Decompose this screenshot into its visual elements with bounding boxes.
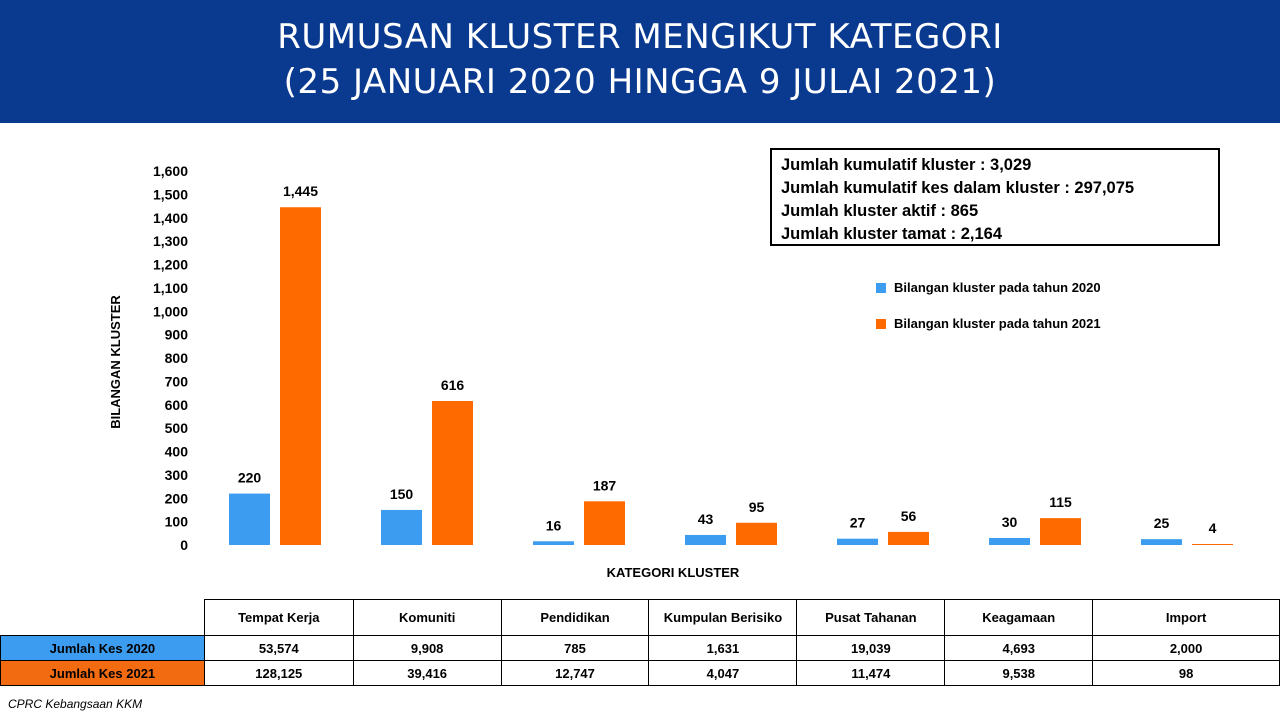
bar-value-label: 616 — [441, 377, 465, 393]
table-header-cell: Import — [1092, 599, 1280, 636]
table-cell: 2,000 — [1092, 635, 1280, 661]
bar-2021 — [1040, 518, 1081, 545]
y-tick-label: 1,600 — [153, 163, 188, 179]
y-tick-label: 700 — [165, 373, 189, 389]
bar-value-label: 150 — [390, 486, 414, 502]
bar-value-label: 43 — [698, 511, 714, 527]
bar-2021 — [432, 401, 473, 545]
y-tick-label: 200 — [165, 490, 189, 506]
y-tick-label: 1,200 — [153, 257, 188, 273]
bar-value-label: 16 — [546, 517, 562, 533]
page-title-line-1: RUMUSAN KLUSTER MENGIKUT KATEGORI — [277, 17, 1003, 57]
table-header-cell: Komuniti — [352, 599, 502, 636]
bar-value-label: 56 — [901, 508, 917, 524]
y-tick-label: 1,300 — [153, 233, 188, 249]
legend-swatch-2020 — [876, 283, 886, 293]
y-tick-label: 400 — [165, 444, 189, 460]
table-header-row: Tempat Kerja Komuniti Pendidikan Kumpula… — [0, 599, 1280, 636]
y-tick-label: 1,500 — [153, 186, 188, 202]
summary-box: Jumlah kumulatif kluster : 3,029 Jumlah … — [770, 148, 1220, 246]
legend-label-2021: Bilangan kluster pada tahun 2021 — [894, 316, 1101, 331]
bar-2021 — [1192, 544, 1233, 545]
table-cell: 12,747 — [500, 660, 650, 686]
table-cell: 4,693 — [944, 635, 1094, 661]
table-cell: 98 — [1092, 660, 1280, 686]
bar-2020 — [229, 493, 270, 545]
bar-value-label: 30 — [1002, 514, 1018, 530]
table-header-cell: Kumpulan Berisiko — [648, 599, 798, 636]
table-corner — [0, 599, 205, 636]
row-label-2020: Jumlah Kes 2020 — [0, 635, 205, 661]
y-tick-label: 900 — [165, 327, 189, 343]
y-tick-label: 0 — [180, 537, 188, 553]
bar-2020 — [837, 538, 878, 545]
y-tick-label: 1,100 — [153, 280, 188, 296]
bar-value-label: 95 — [749, 499, 765, 515]
table-cell: 1,631 — [648, 635, 798, 661]
bar-2021 — [736, 522, 777, 545]
y-tick-label: 1,000 — [153, 303, 188, 319]
bar-2020 — [381, 509, 422, 545]
bar-2021 — [280, 207, 321, 545]
bar-2020 — [533, 541, 574, 545]
bar-2020 — [1141, 539, 1182, 545]
bar-value-label: 187 — [593, 477, 617, 493]
y-tick-label: 500 — [165, 420, 189, 436]
table-header-cell: Pendidikan — [500, 599, 650, 636]
summary-active-clusters: Jumlah kluster aktif : 865 — [781, 202, 979, 220]
y-tick-label: 100 — [165, 514, 189, 530]
y-tick-label: 600 — [165, 397, 189, 413]
table-cell: 9,908 — [352, 635, 502, 661]
source-credit: CPRC Kebangsaan KKM — [8, 697, 143, 711]
bar-chart: 0 100 200 300 400 500 600 700 800 900 1,000 1,100 1,… — [108, 163, 1233, 580]
table-cell: 39,416 — [352, 660, 502, 686]
page-title-line-2: (25 JANUARI 2020 HINGGA 9 JULAI 2021) — [283, 62, 997, 102]
cases-table: Tempat Kerja Komuniti Pendidikan Kumpula… — [0, 599, 1280, 686]
bar-value-label: 4 — [1209, 520, 1217, 536]
bar-2021 — [584, 501, 625, 545]
table-cell: 11,474 — [796, 660, 946, 686]
bar-2020 — [685, 534, 726, 545]
summary-cumulative-cases: Jumlah kumulatif kes dalam kluster : 297… — [781, 179, 1135, 197]
y-tick-label: 300 — [165, 467, 189, 483]
table-row-2021: Jumlah Kes 2021 128,125 39,416 12,747 4,… — [0, 660, 1280, 686]
y-tick-label: 1,400 — [153, 210, 188, 226]
table-header-cell: Keagamaan — [944, 599, 1094, 636]
header-banner: RUMUSAN KLUSTER MENGIKUT KATEGORI (25 JA… — [0, 0, 1280, 123]
summary-cumulative-clusters: Jumlah kumulatif kluster : 3,029 — [781, 156, 1032, 174]
y-tick-label: 800 — [165, 350, 189, 366]
bar-value-label: 115 — [1049, 494, 1072, 510]
table-cell: 53,574 — [203, 635, 354, 661]
bar-value-label: 1,445 — [283, 183, 318, 199]
table-cell: 19,039 — [796, 635, 946, 661]
bar-2020 — [989, 537, 1030, 545]
table-header-cell: Pusat Tahanan — [796, 599, 946, 636]
bar-value-label: 220 — [238, 470, 262, 486]
table-header-cell: Tempat Kerja — [203, 599, 354, 636]
legend-swatch-2021 — [876, 319, 886, 329]
table-cell: 4,047 — [648, 660, 798, 686]
table-row-2020: Jumlah Kes 2020 53,574 9,908 785 1,631 1… — [0, 635, 1280, 661]
summary-ended-clusters: Jumlah kluster tamat : 2,164 — [781, 225, 1003, 243]
table-cell: 128,125 — [203, 660, 354, 686]
legend-label-2020: Bilangan kluster pada tahun 2020 — [894, 280, 1101, 295]
bar-2021 — [888, 531, 929, 545]
row-label-2021: Jumlah Kes 2021 — [0, 660, 205, 686]
bar-value-label: 27 — [850, 515, 866, 531]
table-cell: 9,538 — [944, 660, 1094, 686]
table-cell: 785 — [500, 635, 650, 661]
bar-value-label: 25 — [1154, 515, 1170, 531]
y-axis-title: BILANGAN KLUSTER — [108, 295, 123, 429]
x-axis-title: KATEGORI KLUSTER — [607, 565, 740, 580]
